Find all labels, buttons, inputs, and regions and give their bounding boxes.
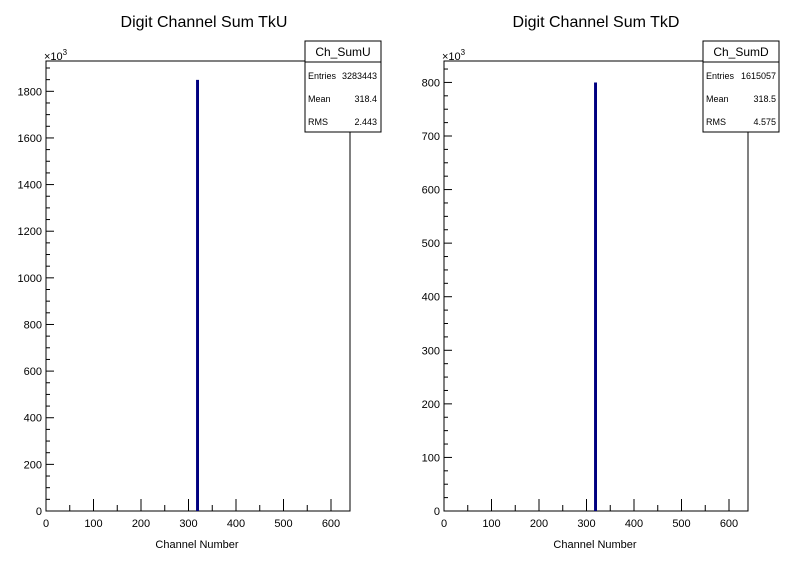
stats-value-entries-right: 1615057: [741, 71, 776, 81]
stats-label-mean-right: Mean: [706, 94, 729, 104]
stats-box-right: Ch_SumD Entries 1615057 Mean 318.5 RMS 4…: [702, 40, 780, 133]
y-tick-label-left: 0: [36, 506, 42, 518]
x-ticks-left: [45, 499, 332, 511]
x-tick-label-right: 0: [441, 518, 447, 530]
chart-title-right: Digit Channel Sum TkD: [513, 14, 680, 31]
x-tick-label-left: 200: [132, 518, 150, 530]
y-tick-label-right: 800: [422, 77, 440, 89]
histogram-bin-right: [594, 82, 597, 511]
x-tick-labels-left: 0 100 200 300 400 500 600: [43, 518, 340, 530]
x-tick-label-left: 400: [227, 518, 245, 530]
y-tick-labels-left: 0 200 400 600 800 1000 1200 1400 1600 1800: [18, 86, 42, 518]
y-tick-label-left: 600: [24, 366, 42, 378]
stats-label-rms-left: RMS: [308, 117, 328, 127]
y-tick-label-left: 800: [24, 319, 42, 331]
x-tick-label-right: 300: [577, 518, 595, 530]
y-tick-labels-right: 0 100 200 300 400 500 600 700 800: [422, 77, 440, 518]
y-tick-label-right: 100: [422, 452, 440, 464]
y-tick-label-right: 600: [422, 185, 440, 197]
stats-name-right: Ch_SumD: [713, 45, 769, 59]
stats-label-entries-right: Entries: [706, 71, 735, 81]
stats-box-frame-left: [304, 40, 382, 133]
y-multiplier-left: ×103: [44, 48, 68, 63]
y-tick-label-left: 1600: [18, 133, 42, 145]
x-axis-label-left: Channel Number: [155, 539, 238, 551]
stats-value-entries-left: 3283443: [342, 71, 377, 81]
x-tick-labels-right: 0 100 200 300 400 500 600: [441, 518, 738, 530]
x-tick-label-left: 600: [322, 518, 340, 530]
y-tick-label-right: 400: [422, 292, 440, 304]
bars-right: [594, 82, 597, 511]
x-tick-label-left: 0: [43, 518, 49, 530]
y-tick-label-left: 1200: [18, 226, 42, 238]
stats-value-rms-right: 4.575: [753, 117, 776, 127]
x-tick-label-right: 600: [720, 518, 738, 530]
y-tick-label-left: 1000: [18, 273, 42, 285]
x-tick-label-right: 500: [672, 518, 690, 530]
y-ticks-left: [46, 67, 54, 512]
y-tick-label-left: 200: [24, 459, 42, 471]
y-tick-label-right: 300: [422, 345, 440, 357]
x-tick-label-right: 400: [625, 518, 643, 530]
stats-label-entries-left: Entries: [308, 71, 337, 81]
y-tick-label-left: 400: [24, 413, 42, 425]
stats-label-mean-left: Mean: [308, 94, 331, 104]
y-ticks-right: [444, 68, 452, 512]
y-tick-label-right: 700: [422, 131, 440, 143]
x-tick-label-left: 100: [84, 518, 102, 530]
y-multiplier-right: ×103: [442, 48, 466, 63]
y-tick-label-left: 1800: [18, 86, 42, 98]
stats-value-mean-left: 318.4: [354, 94, 377, 104]
panel-right: Digit Channel Sum TkD ×103 0 100 200 300 400…: [422, 14, 780, 551]
histogram-bin-left: [196, 79, 199, 511]
y-tick-label-left: 1400: [18, 180, 42, 192]
stats-label-rms-right: RMS: [706, 117, 726, 127]
stats-value-mean-right: 318.5: [753, 94, 776, 104]
y-tick-label-right: 200: [422, 399, 440, 411]
stats-box-left: Ch_SumU Entries 3283443 Mean 318.4 RMS 2…: [304, 40, 382, 133]
chart-title-left: Digit Channel Sum TkU: [121, 14, 288, 31]
y-tick-label-right: 0: [434, 506, 440, 518]
y-tick-label-right: 500: [422, 238, 440, 250]
stats-value-rms-left: 2.443: [354, 117, 377, 127]
bars-left: [196, 79, 199, 511]
panel-left: Digit Channel Sum TkU ×103 0 100 200 300 400…: [18, 14, 382, 551]
stats-box-frame-right: [702, 40, 780, 133]
x-tick-label-right: 100: [482, 518, 500, 530]
stats-name-left: Ch_SumU: [315, 45, 370, 59]
x-tick-label-left: 300: [179, 518, 197, 530]
x-tick-label-right: 200: [530, 518, 548, 530]
x-tick-label-left: 500: [274, 518, 292, 530]
x-axis-label-right: Channel Number: [553, 539, 636, 551]
x-ticks-right: [443, 499, 730, 511]
